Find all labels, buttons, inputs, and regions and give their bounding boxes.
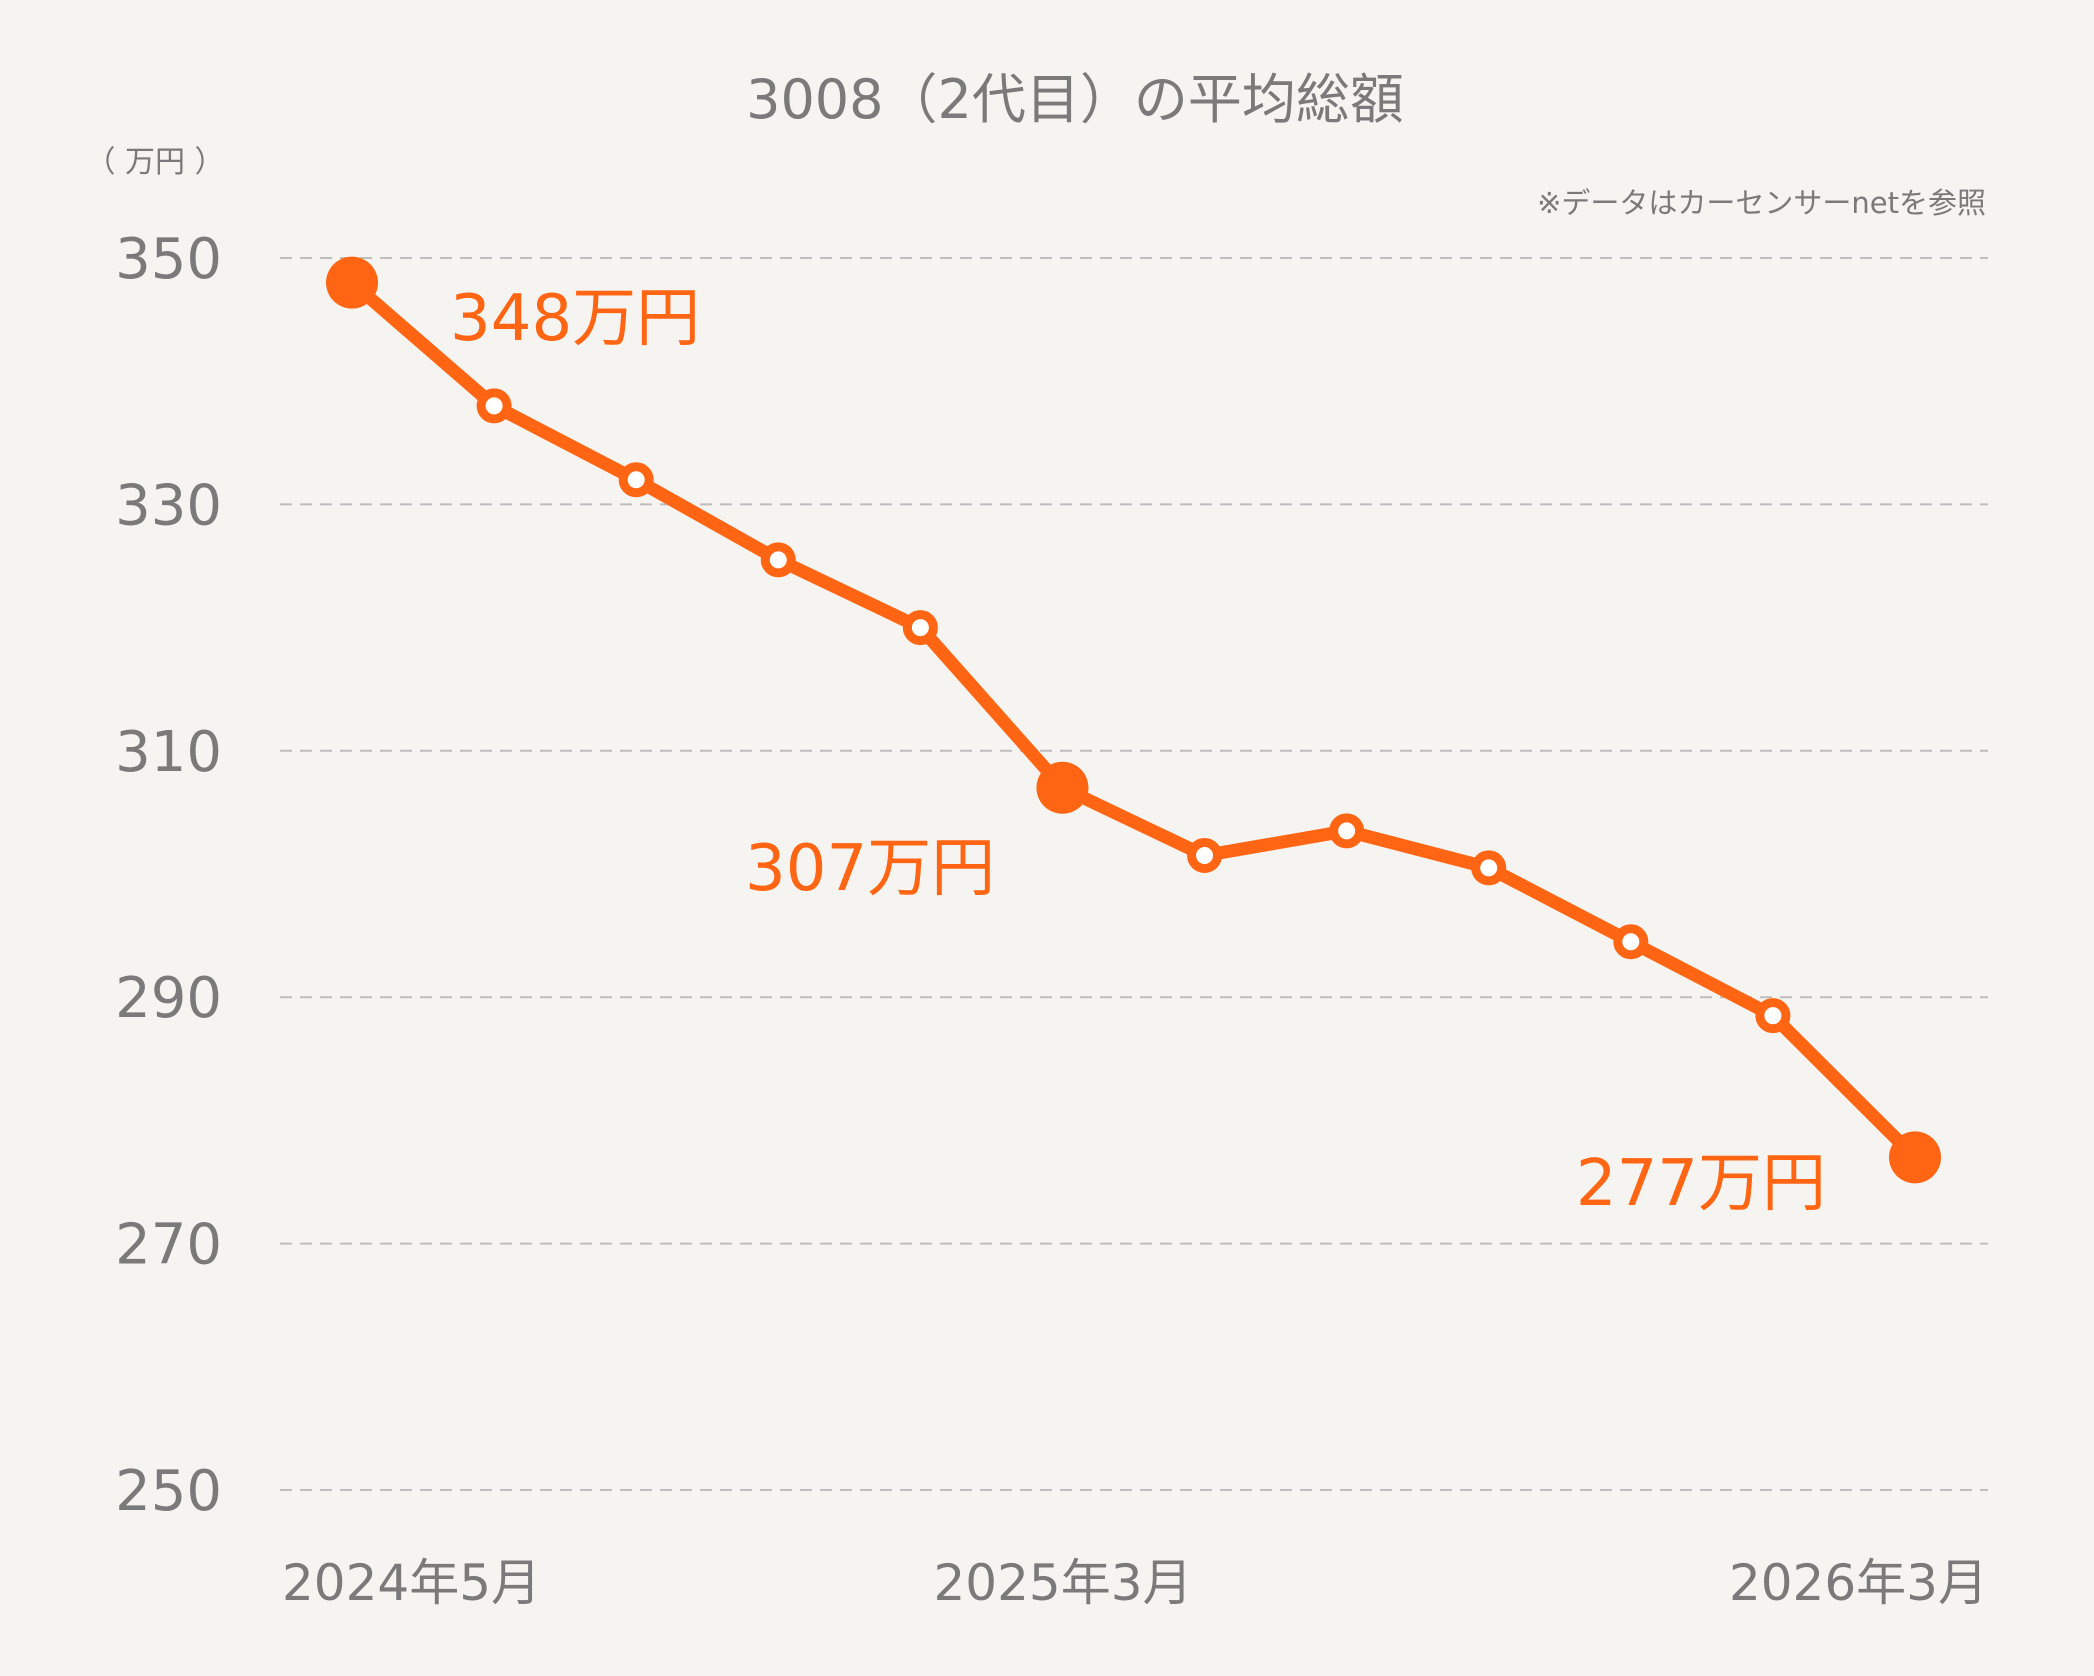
data-point — [1329, 813, 1365, 849]
grid-lines — [280, 257, 1988, 1491]
data-point-highlight — [1036, 761, 1089, 814]
source-note: ※データはカーセンサーnetを参照 — [1537, 186, 1986, 220]
data-point — [1613, 924, 1649, 960]
data-points — [326, 256, 1941, 1184]
series-line — [345, 276, 1922, 1164]
y-tick-label: 330 — [115, 473, 222, 538]
x-tick-label-end: 2026年3月 — [1729, 1554, 1988, 1612]
data-point-highlight — [326, 256, 378, 309]
y-tick-label: 250 — [115, 1459, 222, 1524]
data-point — [476, 388, 512, 424]
y-tick-label: 350 — [115, 227, 222, 292]
data-point-highlight — [1889, 1131, 1941, 1184]
y-tick-label: 310 — [115, 720, 222, 785]
data-point — [1471, 850, 1507, 886]
chart-title: 3008（2代目）の平均総額 — [746, 68, 1404, 131]
x-tick-label-mid: 2025年3月 — [933, 1554, 1192, 1612]
y-axis-ticks: 350 330 310 290 270 250 — [115, 227, 222, 1524]
x-tick-label-start: 2024年5月 — [282, 1554, 541, 1612]
y-axis-unit-label: （ 万円 ） — [85, 145, 224, 180]
series-price — [345, 276, 1922, 1164]
data-label-middle: 307万円 — [745, 832, 995, 906]
data-point — [902, 610, 938, 646]
data-label-first: 348万円 — [450, 282, 700, 356]
data-point — [1187, 838, 1223, 874]
y-tick-label: 290 — [115, 966, 222, 1031]
y-tick-label: 270 — [115, 1213, 222, 1278]
data-point — [618, 462, 654, 498]
data-point — [760, 542, 796, 578]
data-point — [1755, 998, 1791, 1034]
data-label-last: 277万円 — [1576, 1147, 1826, 1221]
